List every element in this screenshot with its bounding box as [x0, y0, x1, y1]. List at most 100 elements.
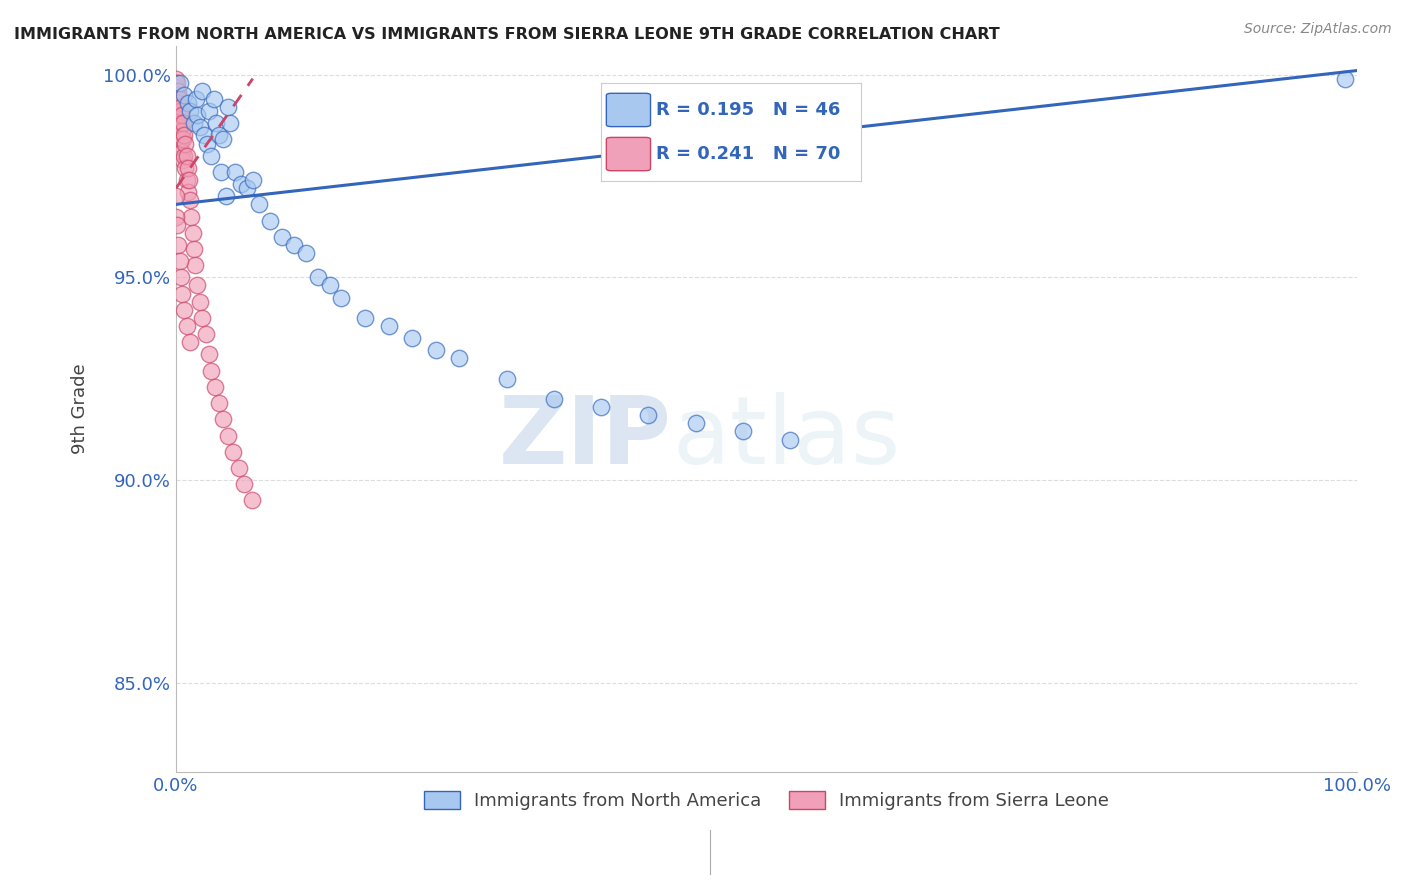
Point: [591, 400, 613, 414]
Point: [177, 173, 200, 187]
Point: [172, 153, 194, 167]
Point: [170, 270, 193, 285]
Point: [307, 270, 329, 285]
Point: [212, 412, 235, 426]
Point: [174, 161, 197, 175]
Point: [169, 136, 191, 151]
Point: [207, 128, 229, 143]
Point: [1334, 71, 1357, 86]
Point: [188, 120, 211, 135]
Point: [184, 92, 207, 106]
Y-axis label: 9th Grade: 9th Grade: [72, 364, 89, 454]
Point: [179, 104, 201, 119]
Point: [179, 194, 201, 208]
Point: [177, 161, 200, 175]
Point: [167, 124, 190, 138]
Point: [173, 87, 195, 102]
Point: [193, 128, 215, 143]
Point: [685, 417, 707, 431]
Point: [191, 84, 214, 98]
Point: [207, 396, 229, 410]
Point: [170, 286, 193, 301]
Point: [377, 318, 399, 333]
Point: [181, 226, 204, 240]
Point: [180, 210, 202, 224]
Point: [166, 87, 188, 102]
Point: [173, 302, 195, 317]
Point: [165, 95, 187, 110]
Point: [205, 116, 228, 130]
Point: [176, 173, 198, 187]
Point: [166, 104, 188, 119]
Point: [184, 258, 207, 272]
Point: [169, 120, 191, 135]
Point: [176, 149, 198, 163]
Point: [170, 108, 193, 122]
Point: [242, 173, 264, 187]
Point: [166, 76, 188, 90]
Point: [233, 477, 256, 491]
Point: [177, 185, 200, 199]
Point: [219, 116, 242, 130]
Point: [172, 132, 194, 146]
Point: [637, 409, 659, 423]
Point: [167, 95, 190, 110]
Point: [401, 331, 423, 345]
Point: [194, 327, 217, 342]
Point: [172, 116, 194, 130]
Point: [170, 132, 193, 146]
Point: [449, 351, 471, 366]
Point: [779, 433, 801, 447]
Point: [318, 278, 340, 293]
Point: [188, 294, 211, 309]
Point: [165, 84, 187, 98]
Point: [271, 229, 294, 244]
Point: [200, 149, 222, 163]
Point: [731, 425, 754, 439]
Point: [165, 104, 187, 119]
Point: [165, 76, 187, 90]
Point: [169, 254, 191, 268]
Point: [240, 493, 263, 508]
Point: [170, 145, 193, 159]
Point: [247, 197, 270, 211]
Point: [198, 104, 221, 119]
Point: [229, 177, 252, 191]
Point: [295, 246, 318, 260]
Point: [224, 165, 246, 179]
Point: [204, 380, 226, 394]
Point: [179, 335, 201, 350]
Point: [217, 428, 239, 442]
Point: [354, 310, 377, 325]
Point: [200, 363, 222, 377]
Point: [169, 76, 191, 90]
Point: [186, 108, 208, 122]
Point: [183, 116, 205, 130]
Point: [165, 108, 187, 122]
Point: [177, 95, 200, 110]
Text: atlas: atlas: [672, 392, 900, 484]
Point: [169, 104, 191, 119]
Text: Source: ZipAtlas.com: Source: ZipAtlas.com: [1244, 22, 1392, 37]
Point: [170, 116, 193, 130]
Text: ZIP: ZIP: [499, 392, 672, 484]
Point: [186, 278, 208, 293]
Point: [236, 181, 259, 195]
Point: [165, 71, 187, 86]
Point: [214, 189, 236, 203]
Point: [217, 100, 239, 114]
Point: [165, 112, 187, 127]
Point: [165, 210, 187, 224]
Point: [183, 242, 205, 256]
Point: [167, 238, 190, 252]
Point: [195, 136, 218, 151]
Point: [167, 84, 190, 98]
Legend: Immigrants from North America, Immigrants from Sierra Leone: Immigrants from North America, Immigrant…: [416, 784, 1116, 817]
Point: [543, 392, 565, 406]
Point: [167, 112, 190, 127]
Point: [165, 79, 187, 94]
Point: [212, 132, 235, 146]
Point: [176, 318, 198, 333]
Point: [495, 372, 517, 386]
Point: [198, 347, 221, 361]
